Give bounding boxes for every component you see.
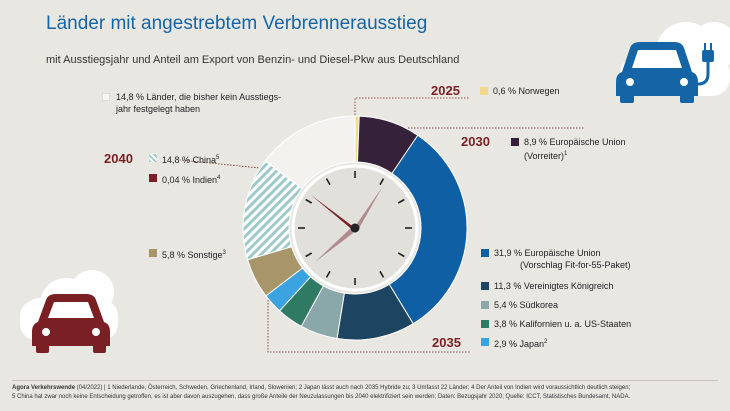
clock-center	[350, 223, 360, 233]
legend-none-line2: jahr festgelegt haben	[116, 104, 201, 114]
footer: Agora Verkehrswende (04/2022) | 1 Nieder…	[12, 380, 718, 402]
legend-swatch-norwegen	[480, 87, 488, 95]
legend-swatch-china	[149, 154, 157, 162]
year-label-2035: 2035	[432, 335, 461, 350]
clock-tick	[305, 252, 313, 258]
combustion-car-icon	[32, 294, 110, 353]
legend-indien-text: 0,04 % Indien	[162, 175, 218, 185]
clock	[291, 164, 419, 292]
legend-swatch-uk	[481, 282, 489, 290]
legend-none: 14,8 % Länder, die bisher kein Ausstiegs…	[116, 91, 281, 115]
legend-uk: 11,3 % Vereinigtes Königreich	[494, 281, 614, 291]
footnote-3: 3	[222, 250, 226, 256]
clock-hand-hour	[311, 195, 355, 232]
legend-eu-vorreiter-sub: (Vorreiter)	[524, 151, 565, 161]
legend-china-text: 14,8 % China	[162, 155, 217, 165]
clock-tick	[305, 198, 313, 204]
clock-tick	[325, 178, 331, 186]
footnote-1: 1	[564, 151, 568, 157]
legend-indien: 0,04 % Indien4	[162, 172, 220, 186]
legend-swatch-ca	[481, 320, 489, 328]
legend-eu-fit-line2: (Vorschlag Fit-for-55-Paket)	[520, 260, 631, 270]
clock-tick	[379, 178, 385, 186]
legend-swatch-kr	[481, 301, 489, 309]
year-label-2040: 2040	[104, 151, 133, 166]
donut-slice-länder-die-bisher-kein-ausstiegsjahr-festgelegt-haben	[264, 115, 356, 190]
clock-tick	[325, 270, 331, 278]
leader-lines	[179, 97, 585, 353]
footnote-4: 4	[217, 175, 221, 181]
clock-hand-minute	[354, 186, 383, 230]
legend-eu-vorreiter: 8,9 % Europäische Union (Vorreiter)1	[524, 136, 626, 162]
electric-car-icon	[616, 42, 714, 103]
legend-swatch-jp	[481, 338, 489, 346]
footer-notes-1: (04/2022) | 1 Niederlande, Österreich, S…	[75, 385, 631, 391]
legend-eu-fit: 31,9 % Europäische Union (Vorschlag Fit-…	[494, 247, 631, 271]
donut-slice-europäische-union-vorschlag-fit-for-55-paket	[388, 134, 468, 325]
legend-swatch-eu-vorreiter	[511, 138, 519, 146]
legend-eu-fit-line1: 31,9 % Europäische Union	[494, 248, 601, 258]
footer-notes-2: 5 China hat zwar noch keine Entscheidung…	[12, 394, 631, 400]
footnote-5: 5	[216, 155, 220, 161]
page-title: Länder mit angestrebtem Verbrenneraussti…	[46, 13, 428, 34]
legend-china: 14,8 % China5	[162, 152, 219, 166]
clock-hand-second	[315, 226, 357, 262]
legend-swatch-sonstige	[149, 249, 157, 257]
page-subtitle: mit Ausstiegsjahr und Anteil am Export v…	[46, 54, 460, 66]
legend-sonstige: 5,8 % Sonstige3	[162, 247, 226, 261]
clock-tick	[379, 270, 385, 278]
legend-eu-vorreiter-line1: 8,9 % Europäische Union	[524, 137, 626, 147]
footer-source: Agora Verkehrswende	[12, 385, 76, 391]
legend-jp: 2,9 % Japan2	[494, 336, 547, 350]
legend-ca: 3,8 % Kalifornien u. a. US-Staaten	[494, 319, 632, 329]
donut-slices	[242, 115, 468, 341]
legend-norwegen: 0,6 % Norwegen	[493, 86, 560, 96]
legend-eu-vorreiter-line2: (Vorreiter)1	[524, 148, 626, 162]
year-label-2030: 2030	[461, 134, 490, 149]
legend-none-line1: 14,8 % Länder, die bisher kein Ausstiegs…	[116, 92, 282, 102]
clock-tick	[397, 252, 405, 258]
legend-kr: 5,4 % Südkorea	[494, 300, 559, 310]
legend-swatch-none	[102, 93, 110, 101]
legend-swatch-eu-fit	[481, 249, 489, 257]
legend-sonstige-text: 5,8 % Sonstige	[162, 250, 223, 260]
clock-tick	[397, 198, 405, 204]
footnote-2: 2	[544, 339, 548, 345]
year-label-2025: 2025	[431, 83, 460, 98]
legend-swatch-indien	[149, 174, 157, 182]
legend-jp-text: 2,9 % Japan	[494, 339, 545, 349]
footer-line1: Agora Verkehrswende (04/2022) | 1 Nieder…	[12, 384, 718, 393]
